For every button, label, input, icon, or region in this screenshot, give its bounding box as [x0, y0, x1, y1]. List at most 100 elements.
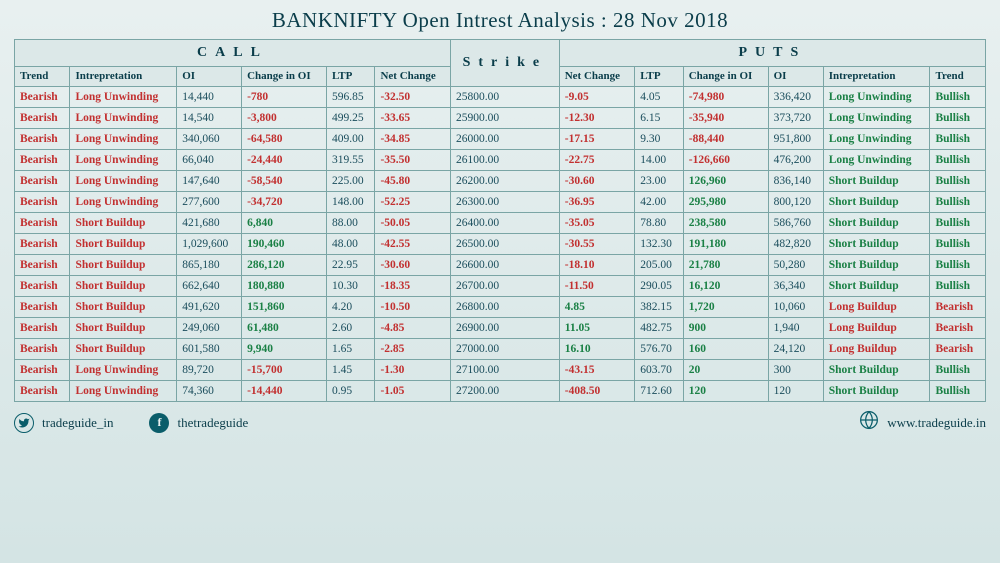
- call-trend-cell: Bearish: [15, 255, 70, 276]
- call-trend-header: Trend: [15, 67, 70, 87]
- call-ltp-cell: 2.60: [326, 318, 375, 339]
- facebook-handle: thetradeguide: [177, 415, 248, 431]
- put-chgoi-header: Change in OI: [683, 67, 768, 87]
- table-row: BearishShort Buildup601,5809,9401.65-2.8…: [15, 339, 986, 360]
- call-ltp-cell: 1.45: [326, 360, 375, 381]
- put-trend-cell: Bullish: [930, 171, 986, 192]
- call-net-cell: -4.85: [375, 318, 450, 339]
- call-interp-cell: Short Buildup: [70, 297, 177, 318]
- call-net-cell: -50.05: [375, 213, 450, 234]
- put-net-cell: -18.10: [559, 255, 634, 276]
- call-oi-cell: 662,640: [177, 276, 242, 297]
- call-chgoi-cell: -780: [242, 87, 327, 108]
- put-ltp-cell: 9.30: [635, 129, 684, 150]
- call-trend-cell: Bearish: [15, 318, 70, 339]
- strike-cell: 26900.00: [450, 318, 559, 339]
- puts-section-header: PUTS: [559, 40, 985, 67]
- put-interp-cell: Long Unwinding: [823, 129, 930, 150]
- call-net-cell: -32.50: [375, 87, 450, 108]
- put-interp-cell: Long Unwinding: [823, 108, 930, 129]
- put-trend-cell: Bullish: [930, 255, 986, 276]
- strike-header: Strike: [450, 40, 559, 87]
- table-row: BearishLong Unwinding74,360-14,4400.95-1…: [15, 381, 986, 402]
- strike-cell: 27000.00: [450, 339, 559, 360]
- call-oi-header: OI: [177, 67, 242, 87]
- call-chgoi-cell: 6,840: [242, 213, 327, 234]
- table-row: BearishShort Buildup662,640180,88010.30-…: [15, 276, 986, 297]
- call-net-cell: -45.80: [375, 171, 450, 192]
- call-oi-cell: 491,620: [177, 297, 242, 318]
- put-chgoi-cell: 21,780: [683, 255, 768, 276]
- put-interp-cell: Long Buildup: [823, 339, 930, 360]
- put-interp-cell: Short Buildup: [823, 381, 930, 402]
- call-chgoi-cell: -64,580: [242, 129, 327, 150]
- put-net-cell: -36.95: [559, 192, 634, 213]
- call-net-header: Net Change: [375, 67, 450, 87]
- put-net-cell: -22.75: [559, 150, 634, 171]
- call-ltp-cell: 48.00: [326, 234, 375, 255]
- twitter-icon: [14, 413, 34, 433]
- facebook-icon: f: [149, 413, 169, 433]
- call-ltp-header: LTP: [326, 67, 375, 87]
- call-ltp-cell: 10.30: [326, 276, 375, 297]
- call-interp-cell: Short Buildup: [70, 255, 177, 276]
- globe-icon: [859, 410, 879, 435]
- put-ltp-cell: 603.70: [635, 360, 684, 381]
- call-chgoi-cell: 151,860: [242, 297, 327, 318]
- call-chgoi-cell: 61,480: [242, 318, 327, 339]
- strike-cell: 26000.00: [450, 129, 559, 150]
- call-interp-cell: Long Unwinding: [70, 129, 177, 150]
- call-interp-cell: Short Buildup: [70, 213, 177, 234]
- call-ltp-cell: 88.00: [326, 213, 375, 234]
- strike-cell: 27200.00: [450, 381, 559, 402]
- put-trend-cell: Bearish: [930, 339, 986, 360]
- put-trend-cell: Bullish: [930, 234, 986, 255]
- table-row: BearishLong Unwinding14,440-780596.85-32…: [15, 87, 986, 108]
- call-trend-cell: Bearish: [15, 213, 70, 234]
- put-trend-cell: Bearish: [930, 297, 986, 318]
- put-net-cell: -9.05: [559, 87, 634, 108]
- call-net-cell: -35.50: [375, 150, 450, 171]
- put-chgoi-cell: 238,580: [683, 213, 768, 234]
- call-net-cell: -34.85: [375, 129, 450, 150]
- put-interp-cell: Short Buildup: [823, 255, 930, 276]
- strike-cell: 26500.00: [450, 234, 559, 255]
- put-ltp-cell: 132.30: [635, 234, 684, 255]
- put-interp-cell: Long Buildup: [823, 297, 930, 318]
- call-trend-cell: Bearish: [15, 276, 70, 297]
- put-trend-cell: Bullish: [930, 276, 986, 297]
- call-ltp-cell: 225.00: [326, 171, 375, 192]
- call-ltp-cell: 499.25: [326, 108, 375, 129]
- call-chgoi-cell: -24,440: [242, 150, 327, 171]
- put-trend-cell: Bullish: [930, 129, 986, 150]
- strike-cell: 26400.00: [450, 213, 559, 234]
- put-oi-cell: 10,060: [768, 297, 823, 318]
- put-ltp-cell: 576.70: [635, 339, 684, 360]
- call-oi-cell: 89,720: [177, 360, 242, 381]
- call-oi-cell: 1,029,600: [177, 234, 242, 255]
- call-ltp-cell: 409.00: [326, 129, 375, 150]
- call-trend-cell: Bearish: [15, 129, 70, 150]
- put-oi-cell: 36,340: [768, 276, 823, 297]
- call-ltp-cell: 4.20: [326, 297, 375, 318]
- call-ltp-cell: 596.85: [326, 87, 375, 108]
- put-interp-cell: Short Buildup: [823, 213, 930, 234]
- call-interp-cell: Long Unwinding: [70, 171, 177, 192]
- put-interp-header: Intrepretation: [823, 67, 930, 87]
- call-ltp-cell: 1.65: [326, 339, 375, 360]
- call-trend-cell: Bearish: [15, 192, 70, 213]
- put-chgoi-cell: 126,960: [683, 171, 768, 192]
- put-chgoi-cell: 20: [683, 360, 768, 381]
- table-row: BearishLong Unwinding14,540-3,800499.25-…: [15, 108, 986, 129]
- put-ltp-cell: 14.00: [635, 150, 684, 171]
- put-net-cell: -11.50: [559, 276, 634, 297]
- strike-cell: 26700.00: [450, 276, 559, 297]
- put-ltp-cell: 6.15: [635, 108, 684, 129]
- put-chgoi-cell: 900: [683, 318, 768, 339]
- call-chgoi-cell: -3,800: [242, 108, 327, 129]
- call-oi-cell: 601,580: [177, 339, 242, 360]
- put-trend-cell: Bullish: [930, 150, 986, 171]
- put-net-header: Net Change: [559, 67, 634, 87]
- put-ltp-cell: 290.05: [635, 276, 684, 297]
- put-ltp-cell: 23.00: [635, 171, 684, 192]
